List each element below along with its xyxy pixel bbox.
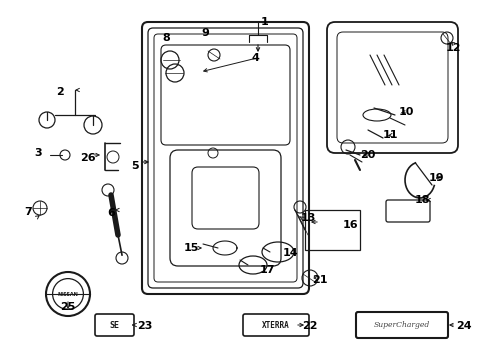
FancyBboxPatch shape [355, 312, 447, 338]
Text: 11: 11 [382, 130, 397, 140]
Text: 2: 2 [56, 87, 64, 97]
FancyBboxPatch shape [326, 22, 457, 153]
Text: SuperCharged: SuperCharged [373, 321, 429, 329]
FancyBboxPatch shape [142, 22, 308, 294]
Text: 4: 4 [250, 53, 259, 63]
Text: 12: 12 [445, 43, 460, 53]
Text: 9: 9 [201, 28, 208, 38]
Text: 6: 6 [107, 208, 115, 218]
Text: 26: 26 [80, 153, 96, 163]
FancyBboxPatch shape [95, 314, 134, 336]
FancyBboxPatch shape [243, 314, 308, 336]
Text: NISSAN: NISSAN [58, 292, 78, 297]
Text: 17: 17 [259, 265, 274, 275]
Text: 1: 1 [261, 17, 268, 27]
Text: 19: 19 [427, 173, 443, 183]
Bar [305, 210, 359, 250]
Text: 24: 24 [455, 321, 471, 331]
Text: SE: SE [109, 320, 119, 329]
Text: 3: 3 [34, 148, 42, 158]
Text: 21: 21 [312, 275, 327, 285]
Text: 7: 7 [24, 207, 32, 217]
Text: 23: 23 [137, 321, 152, 331]
Text: XTERRA: XTERRA [262, 320, 289, 329]
Text: 16: 16 [343, 220, 358, 230]
Text: 13: 13 [300, 213, 315, 223]
Text: 10: 10 [398, 107, 413, 117]
Text: 15: 15 [183, 243, 198, 253]
Text: 8: 8 [162, 33, 169, 43]
Text: 22: 22 [302, 321, 317, 331]
Text: 25: 25 [60, 302, 76, 312]
Text: 18: 18 [413, 195, 429, 205]
FancyBboxPatch shape [385, 200, 429, 222]
Text: 20: 20 [360, 150, 375, 160]
Text: 14: 14 [282, 248, 297, 258]
Text: 5: 5 [131, 161, 139, 171]
